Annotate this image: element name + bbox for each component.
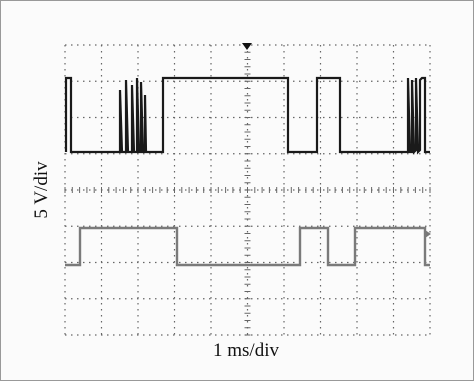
- trigger-marker: [242, 43, 252, 50]
- trace-1: [64, 76, 430, 155]
- channel-marker: [425, 230, 431, 238]
- trace-2: [65, 226, 430, 267]
- x-axis-label: 1 ms/div: [213, 340, 279, 361]
- y-axis-label: 5 V/div: [31, 161, 52, 219]
